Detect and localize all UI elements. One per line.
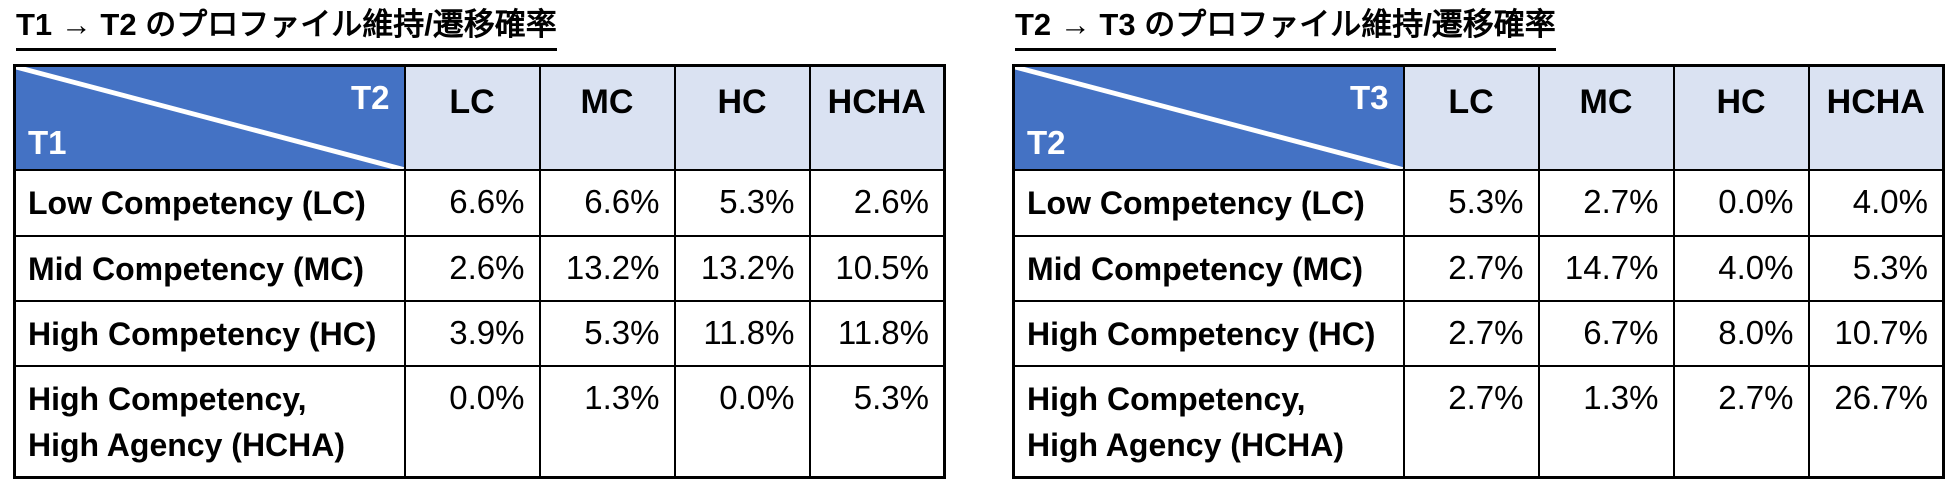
- value-cell: 11.8%: [673, 300, 811, 368]
- table-block-t2-t3: T2 → T3 のプロファイル維持/遷移確率 T3 T2 LC MC HC: [1012, 5, 1945, 480]
- value-cell: 1.3%: [1537, 365, 1675, 479]
- row-label: Mid Competency (MC): [13, 234, 406, 303]
- column-header-hcha: HCHA: [1807, 64, 1945, 172]
- column-header-hcha: HCHA: [808, 64, 946, 172]
- table-row-hcha: High Competency, High Agency (HCHA) 2.7%…: [1012, 365, 1945, 479]
- value-cell: 26.7%: [1807, 365, 1945, 479]
- column-header-lc: LC: [403, 64, 541, 172]
- corner-label-col-axis: T3: [1349, 78, 1389, 116]
- value-cell: 0.0%: [403, 365, 541, 479]
- row-label: High Competency, High Agency (HCHA): [1012, 365, 1405, 479]
- table-title-t1-t2: T1 → T2 のプロファイル維持/遷移確率: [16, 7, 557, 51]
- table-row-hc: High Competency (HC) 3.9% 5.3% 11.8% 11.…: [13, 300, 946, 368]
- value-cell: 2.6%: [403, 234, 541, 303]
- value-cell: 6.7%: [1537, 300, 1675, 368]
- table-row-mc: Mid Competency (MC) 2.7% 14.7% 4.0% 5.3%: [1012, 234, 1945, 303]
- value-cell: 4.0%: [1807, 169, 1945, 237]
- value-cell: 10.7%: [1807, 300, 1945, 368]
- value-cell: 2.7%: [1402, 365, 1540, 479]
- column-header-hc: HC: [1672, 64, 1810, 172]
- value-cell: 13.2%: [673, 234, 811, 303]
- corner-header-cell: T2 T1: [13, 64, 406, 172]
- diagonal-divider-line: [1015, 66, 1403, 170]
- value-cell: 2.7%: [1402, 300, 1540, 368]
- value-cell: 1.3%: [538, 365, 676, 479]
- table-row-lc: Low Competency (LC) 5.3% 2.7% 0.0% 4.0%: [1012, 169, 1945, 237]
- value-cell: 8.0%: [1672, 300, 1810, 368]
- value-cell: 2.7%: [1672, 365, 1810, 479]
- value-cell: 5.3%: [538, 300, 676, 368]
- value-cell: 6.6%: [403, 169, 541, 237]
- value-cell: 2.7%: [1537, 169, 1675, 237]
- value-cell: 10.5%: [808, 234, 946, 303]
- value-cell: 6.6%: [538, 169, 676, 237]
- value-cell: 5.3%: [673, 169, 811, 237]
- row-label: Low Competency (LC): [13, 169, 406, 237]
- header-row: T3 T2 LC MC HC HCHA: [1012, 64, 1945, 172]
- value-cell: 4.0%: [1672, 234, 1810, 303]
- transition-matrix-table-t2-t3: T3 T2 LC MC HC HCHA Low Competency (LC) …: [1012, 63, 1945, 480]
- value-cell: 0.0%: [1672, 169, 1810, 237]
- column-header-hc: HC: [673, 64, 811, 172]
- table-block-t1-t2: T1 → T2 のプロファイル維持/遷移確率 T2 T1 LC MC HC: [13, 5, 946, 480]
- corner-label-row-axis: T1: [28, 124, 67, 162]
- transition-matrix-table-t1-t2: T2 T1 LC MC HC HCHA Low Competency (LC) …: [13, 63, 946, 480]
- row-label: High Competency (HC): [13, 300, 406, 368]
- table-row-hcha: High Competency, High Agency (HCHA) 0.0%…: [13, 365, 946, 479]
- table-row-mc: Mid Competency (MC) 2.6% 13.2% 13.2% 10.…: [13, 234, 946, 303]
- value-cell: 5.3%: [1807, 234, 1945, 303]
- table-title-t2-t3: T2 → T3 のプロファイル維持/遷移確率: [1015, 7, 1556, 51]
- row-label: Mid Competency (MC): [1012, 234, 1405, 303]
- table-row-hc: High Competency (HC) 2.7% 6.7% 8.0% 10.7…: [1012, 300, 1945, 368]
- row-label: High Competency, High Agency (HCHA): [13, 365, 406, 479]
- value-cell: 14.7%: [1537, 234, 1675, 303]
- header-row: T2 T1 LC MC HC HCHA: [13, 64, 946, 172]
- corner-header-cell: T3 T2: [1012, 64, 1405, 172]
- value-cell: 13.2%: [538, 234, 676, 303]
- row-label: High Competency (HC): [1012, 300, 1405, 368]
- column-header-mc: MC: [538, 64, 676, 172]
- value-cell: 3.9%: [403, 300, 541, 368]
- row-label: Low Competency (LC): [1012, 169, 1405, 237]
- column-header-mc: MC: [1537, 64, 1675, 172]
- value-cell: 2.7%: [1402, 234, 1540, 303]
- table-row-lc: Low Competency (LC) 6.6% 6.6% 5.3% 2.6%: [13, 169, 946, 237]
- column-header-lc: LC: [1402, 64, 1540, 172]
- value-cell: 5.3%: [808, 365, 946, 479]
- value-cell: 0.0%: [673, 365, 811, 479]
- corner-label-row-axis: T2: [1027, 124, 1066, 162]
- corner-label-col-axis: T2: [350, 78, 390, 116]
- value-cell: 5.3%: [1402, 169, 1540, 237]
- diagonal-divider-line: [16, 66, 404, 170]
- value-cell: 11.8%: [808, 300, 946, 368]
- value-cell: 2.6%: [808, 169, 946, 237]
